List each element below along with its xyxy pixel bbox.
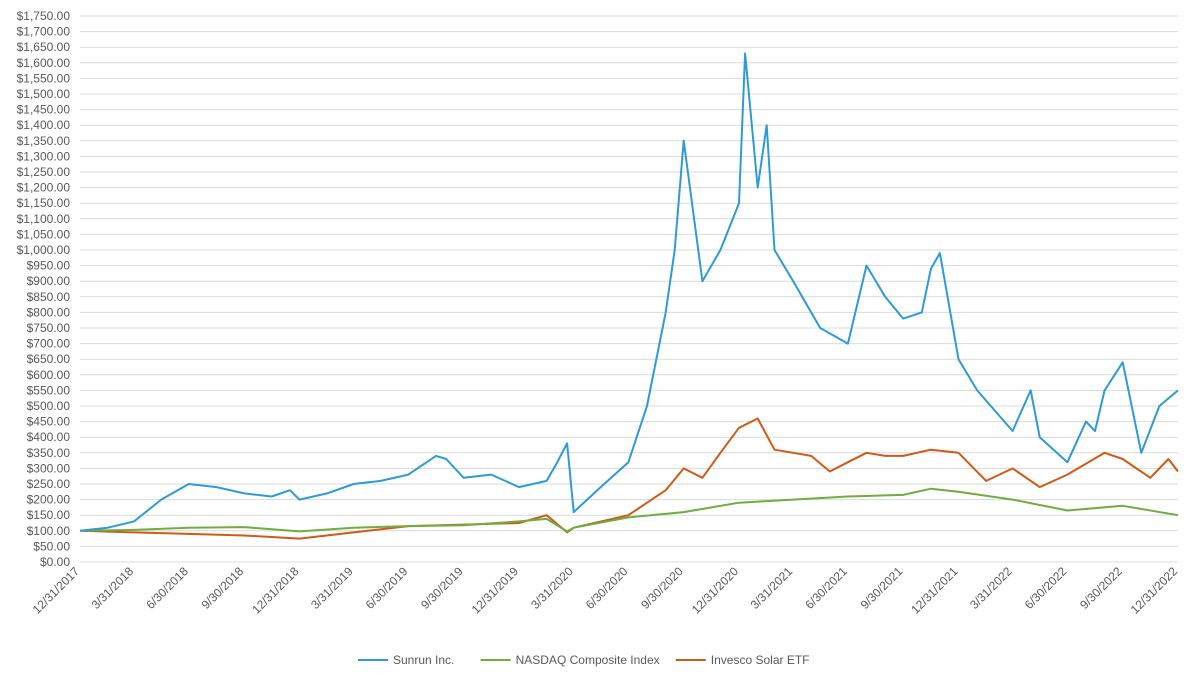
y-tick-label: $1,500.00 (17, 87, 71, 101)
legend-item[interactable]: Sunrun Inc. (358, 653, 454, 667)
series-lines (79, 52, 1179, 540)
gridlines (80, 15, 1178, 563)
legend-label: NASDAQ Composite Index (516, 653, 660, 667)
x-tick-label: 3/31/2022 (967, 564, 1015, 612)
x-tick-label: 12/31/2022 (1128, 564, 1181, 617)
x-tick-label: 12/31/2020 (689, 564, 742, 617)
legend-label: Invesco Solar ETF (711, 653, 810, 667)
y-tick-label: $1,200.00 (17, 181, 71, 195)
x-tick-label: 12/31/2019 (469, 564, 522, 617)
y-tick-label: $900.00 (27, 274, 71, 288)
y-tick-label: $0.00 (40, 555, 70, 569)
x-tick-label: 6/30/2020 (583, 564, 631, 612)
legend[interactable]: Sunrun Inc. NASDAQ Composite Index Invesco… (358, 653, 810, 667)
x-tick-label: 6/30/2022 (1022, 564, 1070, 612)
y-tick-label: $200.00 (27, 493, 71, 507)
x-tick-label: 3/31/2019 (308, 564, 356, 612)
y-tick-label: $450.00 (27, 415, 71, 429)
x-tick-label: 3/31/2020 (528, 564, 576, 612)
series-line-1 (79, 487, 1179, 533)
series-line-2 (79, 417, 1179, 540)
y-tick-label: $1,100.00 (17, 212, 71, 226)
y-tick-label: $1,650.00 (17, 40, 71, 54)
legend-label: Sunrun Inc. (393, 653, 454, 667)
y-tick-label: $650.00 (27, 352, 71, 366)
y-tick-label: $500.00 (27, 399, 71, 413)
y-tick-label: $150.00 (27, 508, 71, 522)
x-tick-label: 6/30/2021 (802, 564, 850, 612)
x-tick-label: 3/31/2018 (89, 564, 137, 612)
y-tick-label: $850.00 (27, 290, 71, 304)
y-tick-label: $750.00 (27, 321, 71, 335)
y-tick-label: $1,000.00 (17, 243, 71, 257)
series-line-0 (79, 52, 1179, 532)
x-tick-label: 9/30/2022 (1077, 564, 1125, 612)
x-tick-label: 3/31/2021 (748, 564, 796, 612)
legend-item[interactable]: Invesco Solar ETF (675, 653, 810, 667)
x-tick-label: 9/30/2019 (418, 564, 466, 612)
x-tick-label: 9/30/2020 (638, 564, 686, 612)
x-tick-label: 9/30/2018 (199, 564, 247, 612)
y-tick-label: $950.00 (27, 259, 71, 273)
y-axis-tick-labels: $0.00 $50.00$100.00 $150.00$200.00 $250.00 $… (17, 9, 71, 569)
y-tick-label: $800.00 (27, 305, 71, 319)
y-tick-label: $1,600.00 (17, 56, 71, 70)
y-tick-label: $1,150.00 (17, 196, 71, 210)
x-tick-label: 12/31/2018 (249, 564, 302, 617)
y-tick-label: $350.00 (27, 446, 71, 460)
x-tick-label: 12/31/2017 (30, 564, 83, 617)
y-tick-label: $1,400.00 (17, 118, 71, 132)
y-tick-label: $1,450.00 (17, 103, 71, 117)
y-tick-label: $100.00 (27, 524, 71, 538)
y-tick-label: $400.00 (27, 430, 71, 444)
x-axis-tick-labels: 12/31/2017 3/31/2018 6/30/2018 9/30/2018 12/… (30, 564, 1181, 617)
x-tick-label: 12/31/2021 (908, 564, 961, 617)
y-tick-label: $1,350.00 (17, 134, 71, 148)
y-tick-label: $50.00 (33, 539, 70, 553)
y-tick-label: $600.00 (27, 368, 71, 382)
y-tick-label: $1,300.00 (17, 149, 71, 163)
y-tick-label: $700.00 (27, 337, 71, 351)
y-tick-label: $1,700.00 (17, 25, 71, 39)
legend-item[interactable]: NASDAQ Composite Index (480, 653, 660, 667)
x-tick-label: 9/30/2021 (858, 564, 906, 612)
x-tick-label: 6/30/2018 (143, 564, 191, 612)
x-tick-label: 6/30/2019 (363, 564, 411, 612)
y-tick-label: $1,250.00 (17, 165, 71, 179)
y-tick-label: $1,050.00 (17, 227, 71, 241)
y-tick-label: $1,750.00 (17, 9, 71, 23)
y-tick-label: $550.00 (27, 383, 71, 397)
y-tick-label: $250.00 (27, 477, 71, 491)
y-tick-label: $300.00 (27, 461, 71, 475)
y-tick-label: $1,550.00 (17, 71, 71, 85)
